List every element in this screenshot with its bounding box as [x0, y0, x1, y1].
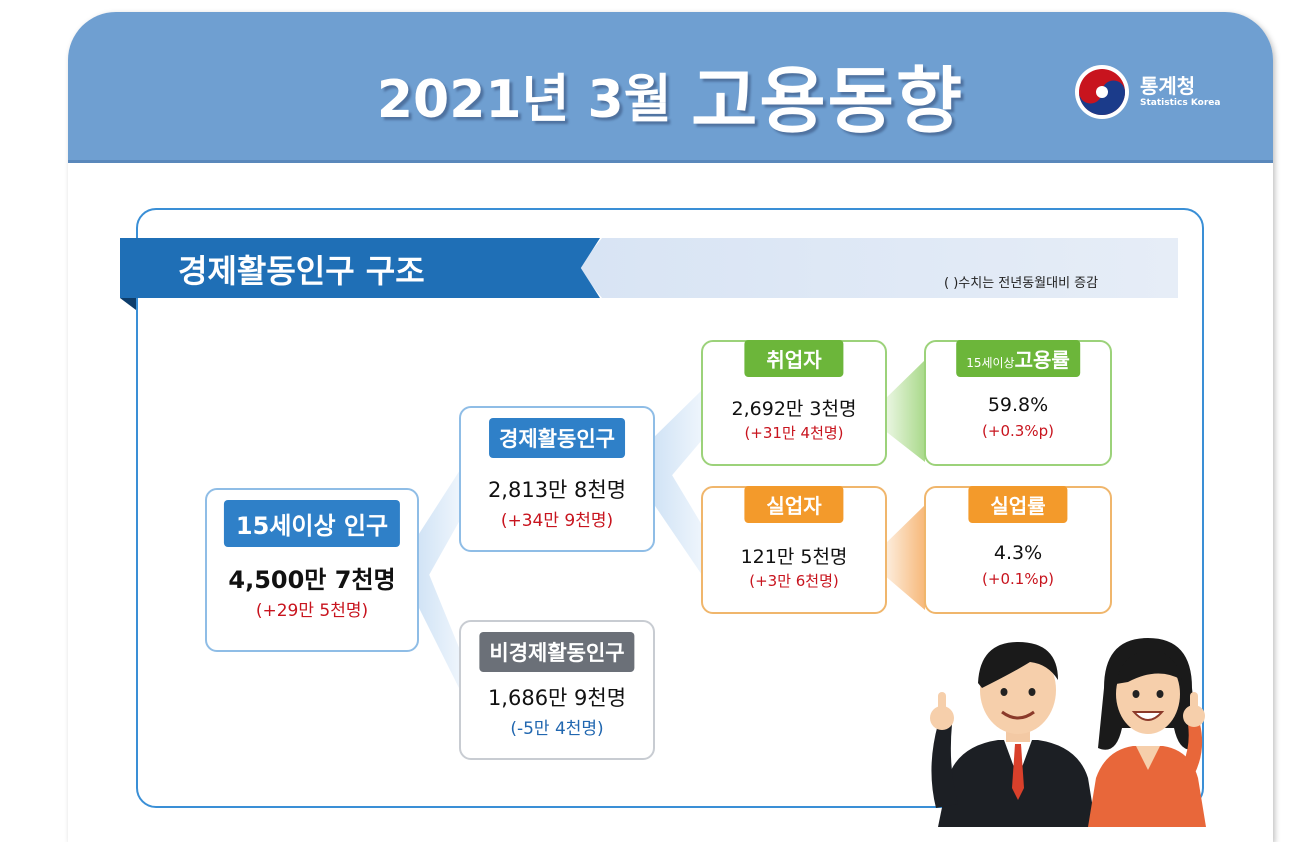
node-unemployed-label: 실업자 — [744, 486, 844, 523]
connector-econ-to-unemp — [651, 440, 702, 575]
node-economically-active-change: (+34만 9천명) — [500, 511, 614, 531]
connector-unemp-to-rate — [884, 505, 925, 610]
node-unemployed: 실업자 121만 5천명 (+3만 6천명) — [701, 486, 887, 614]
connector-emp-to-rate — [884, 360, 925, 462]
node-employment-rate: 15세이상고용률 59.8% (+0.3%p) — [924, 340, 1112, 466]
node-unemployed-value: 121만 5천명 — [740, 546, 848, 568]
people-illustration — [930, 638, 1206, 827]
page-title: 2021년 3월 고용동향 — [68, 42, 1273, 147]
businessman-illustration — [930, 642, 1096, 827]
node-employed: 취업자 2,692만 3천명 (+31만 4천명) — [701, 340, 887, 466]
node-population-change: (+29만 5천명) — [255, 601, 369, 621]
node-unemployment-rate-change: (+0.1%p) — [982, 570, 1054, 588]
statistics-korea-logo-icon — [1075, 65, 1129, 119]
section-header-band — [578, 238, 1178, 298]
statistics-korea-logo: 통계청 Statistics Korea — [1074, 64, 1234, 124]
node-employment-rate-label: 15세이상고용률 — [956, 340, 1080, 377]
businesswoman-illustration — [1088, 638, 1206, 827]
node-population-label: 15세이상 인구 — [223, 500, 401, 547]
node-population: 15세이상 인구 4,500만 7천명 (+29만 5천명) — [205, 488, 419, 652]
section-title: 경제활동인구 구조 — [178, 252, 425, 290]
node-population-value: 4,500만 7천명 — [228, 566, 396, 594]
node-employment-rate-change: (+0.3%p) — [982, 422, 1054, 440]
title-main: 고용동향 — [691, 59, 965, 143]
node-employed-change: (+31만 4천명) — [744, 424, 844, 442]
node-employment-rate-value: 59.8% — [987, 394, 1049, 416]
logo-text-korean: 통계청 — [1140, 74, 1196, 98]
title-date: 2021년 3월 — [376, 70, 672, 130]
node-employed-label: 취업자 — [744, 340, 844, 377]
node-not-economically-active: 비경제활동인구 1,686만 9천명 (-5만 4천명) — [459, 620, 655, 760]
node-unemployed-change: (+3만 6천명) — [749, 572, 839, 590]
node-employed-value: 2,692만 3천명 — [731, 398, 857, 420]
node-economically-active: 경제활동인구 2,813만 8천명 (+34만 9천명) — [459, 406, 655, 552]
node-not-economically-active-change: (-5만 4천명) — [510, 719, 604, 739]
node-employment-rate-label-prefix: 15세이상 — [966, 356, 1015, 370]
node-economically-active-label: 경제활동인구 — [489, 418, 625, 458]
logo-text-english: Statistics Korea — [1140, 98, 1221, 108]
section-title-ribbon — [120, 238, 600, 298]
node-employment-rate-label-main: 고용률 — [1014, 348, 1070, 372]
node-not-economically-active-label: 비경제활동인구 — [479, 632, 635, 672]
node-unemployment-rate-value: 4.3% — [993, 542, 1043, 564]
ribbon-fold — [120, 298, 136, 310]
header-bar: 2021년 3월 고용동향 통계청 Statistics Korea — [68, 12, 1273, 163]
connector-pop-to-nonecon — [415, 540, 460, 690]
node-not-economically-active-value: 1,686만 9천명 — [487, 686, 627, 710]
node-economically-active-value: 2,813만 8천명 — [487, 478, 627, 502]
node-unemployment-rate-label: 실업률 — [968, 486, 1068, 523]
node-unemployment-rate: 실업률 4.3% (+0.1%p) — [924, 486, 1112, 614]
change-note: ( )수치는 전년동월대비 증감 — [944, 276, 1099, 291]
